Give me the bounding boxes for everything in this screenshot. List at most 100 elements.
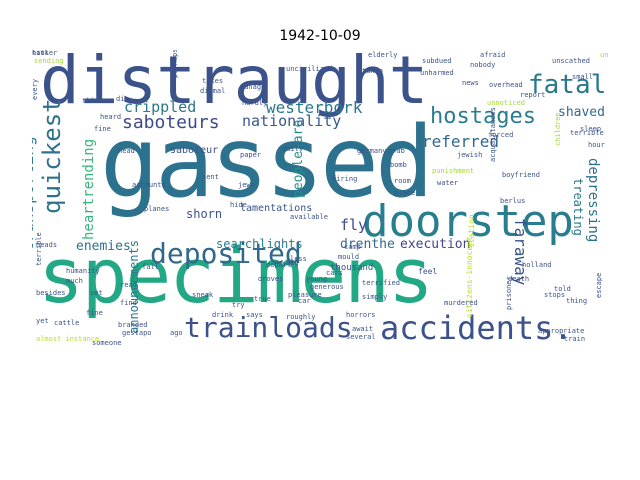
word: fatal: [528, 70, 607, 100]
word: water: [437, 179, 459, 187]
word: afraid: [480, 51, 506, 59]
word: hostages: [430, 104, 536, 129]
word: set: [90, 289, 103, 297]
word: uncivilized: [286, 65, 333, 73]
word: daily: [282, 145, 304, 153]
word: forced: [488, 131, 514, 139]
word: report: [520, 91, 546, 99]
word: people-are: [291, 119, 306, 198]
word: hide: [230, 201, 247, 209]
word: subdued: [422, 57, 452, 65]
word: feel: [418, 267, 438, 276]
word: fine: [94, 125, 111, 133]
word: head: [118, 147, 135, 155]
word: stops: [544, 291, 566, 299]
word: perhaps: [171, 50, 179, 78]
word: sending: [34, 57, 64, 65]
word: thing: [566, 297, 588, 305]
word: mould: [338, 253, 360, 261]
word: appropriate: [538, 327, 585, 335]
word: car: [298, 297, 311, 305]
word: saboteurs: [122, 112, 220, 133]
word: distraught: [40, 50, 428, 119]
word: says: [246, 311, 263, 319]
word: elderly: [368, 51, 398, 59]
word: paper: [240, 151, 262, 159]
word: look: [32, 50, 49, 57]
word: read: [120, 281, 137, 289]
word: jews: [238, 181, 255, 189]
word: jewish: [457, 151, 483, 159]
word: less: [290, 255, 307, 263]
word: try: [232, 301, 245, 309]
word: unscathed: [552, 57, 590, 65]
word: cattle: [54, 319, 80, 327]
word: simply: [362, 293, 388, 301]
word: deposited: [150, 237, 302, 270]
word: planes: [144, 205, 170, 213]
word: referred: [422, 132, 500, 151]
word: true: [254, 295, 271, 303]
word: droves: [258, 275, 284, 283]
word: crippled: [124, 98, 197, 116]
word: heard: [100, 113, 122, 121]
word: every: [32, 78, 39, 100]
word: ago: [170, 329, 183, 337]
word: dismal: [200, 87, 226, 95]
word: pleasure: [288, 291, 322, 299]
word: unharmed: [420, 69, 454, 77]
word: takes: [202, 77, 224, 85]
word: generous: [310, 283, 344, 291]
word: enemies: [76, 239, 131, 254]
word: camp: [344, 243, 361, 251]
word: treating: [571, 178, 585, 236]
word: hardly: [242, 99, 268, 107]
word: branded: [118, 321, 148, 329]
word: someone: [92, 339, 122, 347]
word: execution: [400, 237, 471, 252]
word: bomb: [390, 161, 407, 169]
word: much: [66, 277, 83, 285]
word: specimens: [38, 231, 434, 320]
word: prisoner: [505, 276, 513, 310]
word: boyfriend: [502, 171, 540, 179]
word: yet: [36, 317, 49, 325]
word: await: [352, 325, 374, 333]
word: sneak: [192, 291, 214, 299]
word: germany: [357, 147, 387, 155]
word: find: [120, 299, 137, 307]
word: roughly: [286, 313, 316, 321]
word: besides: [36, 289, 66, 297]
word: hitler: [32, 50, 58, 57]
word: nobody: [470, 61, 496, 69]
word: thousand: [330, 263, 374, 273]
word: depressing: [585, 158, 601, 243]
word: death: [508, 275, 530, 283]
word: accounts: [132, 181, 166, 189]
word: manage: [240, 83, 266, 91]
word: terrible: [570, 129, 604, 137]
word: murdered: [444, 299, 478, 307]
word: station: [467, 214, 476, 248]
word: terrible: [35, 232, 43, 266]
word: almost instance: [36, 335, 100, 343]
word: several: [346, 333, 376, 341]
word: children: [554, 112, 562, 146]
word: searchlights: [216, 237, 303, 251]
word: gassed: [100, 106, 434, 220]
word: humanity: [66, 267, 100, 275]
word: nationality: [242, 112, 342, 130]
word: cars: [326, 269, 343, 277]
word: news: [462, 79, 479, 87]
word: shaved: [558, 105, 605, 120]
word: drink: [212, 311, 234, 319]
word: available: [290, 213, 328, 221]
word: taken: [362, 67, 384, 75]
word: shorn: [186, 207, 223, 221]
word: depart: [266, 261, 292, 269]
word: unwilling: [600, 51, 608, 59]
word: firing: [332, 175, 358, 183]
word: grab: [388, 147, 405, 155]
word: sent: [202, 173, 219, 181]
word: unnoticed: [487, 99, 525, 107]
